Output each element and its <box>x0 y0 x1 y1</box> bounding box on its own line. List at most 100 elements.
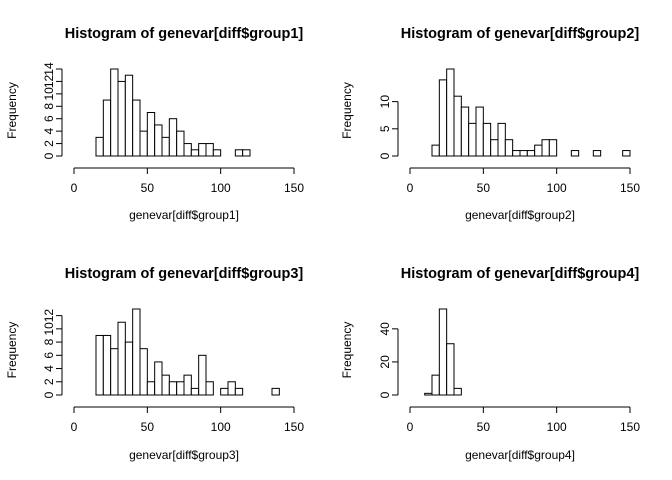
histogram-bar <box>205 381 214 396</box>
histogram-bar <box>271 387 280 396</box>
y-tick-label: 10 <box>42 322 56 336</box>
x-axis-label: genevar[diff$group1] <box>129 208 239 222</box>
histogram-bar <box>124 341 134 396</box>
histogram-bar <box>234 149 244 157</box>
histogram-bar <box>168 381 178 396</box>
x-axis-label: genevar[diff$group3] <box>129 448 239 462</box>
histogram-bar <box>205 143 214 157</box>
histogram-bar <box>139 348 148 396</box>
histogram-bar <box>541 139 550 157</box>
histogram-bar <box>168 118 178 157</box>
x-tick-label: 100 <box>211 420 231 434</box>
histogram-bar <box>446 68 455 157</box>
histogram-bar <box>102 99 112 157</box>
y-tick-label: 0 <box>42 152 56 159</box>
histogram-panel-1: Histogram of genevar[diff$group1]0 50 100 1… <box>5 26 304 222</box>
histogram-bar <box>526 150 536 157</box>
histogram-bar <box>592 150 602 157</box>
histogram-bar <box>183 374 192 396</box>
histogram-bar <box>154 361 163 396</box>
histogram-bar <box>446 343 455 396</box>
histogram-bar <box>132 99 141 157</box>
x-tick-label: 0 <box>71 181 78 195</box>
histogram-bar <box>124 74 134 157</box>
y-tick-label: 10 <box>42 87 56 101</box>
y-axis-label: Frequency <box>5 322 19 379</box>
histogram-bar <box>183 143 192 157</box>
histogram-bar <box>176 130 185 157</box>
x-tick-label: 150 <box>620 420 640 434</box>
histogram-bar <box>453 95 462 157</box>
histogram-bar <box>161 136 170 157</box>
x-tick-label: 150 <box>284 420 304 434</box>
x-tick-label: 0 <box>407 181 414 195</box>
histogram-bar <box>438 308 448 396</box>
histogram-bar <box>431 374 440 396</box>
chart-title: Histogram of genevar[diff$group4] <box>401 266 640 282</box>
y-tick-label: 5 <box>378 125 392 132</box>
x-tick-label: 0 <box>71 420 78 434</box>
histogram-bar <box>453 387 462 396</box>
histogram-bar <box>154 124 163 157</box>
x-tick-label: 100 <box>547 420 567 434</box>
histogram-bar <box>504 139 514 157</box>
histogram-bar <box>482 122 492 157</box>
histogram-bar <box>242 149 251 157</box>
x-tick-label: 50 <box>477 420 491 434</box>
y-tick-label: 2 <box>42 140 56 147</box>
histogram-bar <box>117 80 126 157</box>
y-tick-label: 20 <box>378 355 392 369</box>
histogram-bar <box>468 122 477 157</box>
histogram-bar <box>95 334 104 396</box>
y-tick-label: 8 <box>42 103 56 110</box>
histogram-panel-2: Histogram of genevar[diff$group2]0 50 100 1… <box>340 26 640 222</box>
x-axis-label: genevar[diff$group4] <box>465 448 575 462</box>
histogram-bar <box>460 106 470 157</box>
x-tick-label: 0 <box>407 420 414 434</box>
x-tick-label: 150 <box>620 181 640 195</box>
histogram-bar <box>475 106 484 157</box>
y-tick-label: 40 <box>378 322 392 336</box>
histogram-bar <box>146 381 156 396</box>
histogram-bar <box>622 150 631 157</box>
histogram-bar <box>424 392 433 396</box>
histogram-bar <box>190 149 200 157</box>
x-tick-label: 100 <box>211 181 231 195</box>
y-tick-label: 12 <box>42 74 56 88</box>
y-tick-label: 8 <box>42 338 56 345</box>
histogram-bar <box>431 144 440 157</box>
histogram-bar <box>95 136 104 157</box>
y-tick-label: 6 <box>42 352 56 359</box>
histogram-bar <box>102 334 112 396</box>
y-tick-label: 14 <box>42 62 56 76</box>
x-tick-label: 50 <box>477 181 491 195</box>
histogram-bar <box>570 150 580 157</box>
y-axis-label: Frequency <box>5 82 19 139</box>
chart-title: Histogram of genevar[diff$group2] <box>401 26 640 42</box>
histogram-bar <box>512 150 521 157</box>
y-tick-label: 0 <box>378 152 392 159</box>
histogram-bar <box>227 381 236 396</box>
histogram-bar <box>548 139 558 157</box>
histogram-bar <box>212 149 222 157</box>
histogram-bar <box>146 112 156 157</box>
histogram-bar <box>132 308 141 396</box>
histogram-bar <box>198 143 207 157</box>
chart-title: Histogram of genevar[diff$group1] <box>65 26 304 42</box>
x-tick-label: 100 <box>547 181 567 195</box>
chart-title: Histogram of genevar[diff$group3] <box>65 266 304 282</box>
y-tick-label: 4 <box>42 365 56 372</box>
x-tick-label: 150 <box>284 181 304 195</box>
histogram-bar <box>534 144 543 157</box>
y-tick-label: 4 <box>42 127 56 134</box>
y-tick-label: 2 <box>42 378 56 385</box>
x-axis-label: genevar[diff$group2] <box>465 208 575 222</box>
histogram-panel-3: Histogram of genevar[diff$group3]0 50 100 1… <box>5 266 304 462</box>
histogram-bar <box>220 387 229 396</box>
histogram-bar <box>139 130 148 157</box>
y-tick-label: 0 <box>378 391 392 398</box>
histogram-bar <box>438 79 448 157</box>
y-tick-label: 10 <box>378 95 392 109</box>
histogram-bar <box>490 139 499 157</box>
